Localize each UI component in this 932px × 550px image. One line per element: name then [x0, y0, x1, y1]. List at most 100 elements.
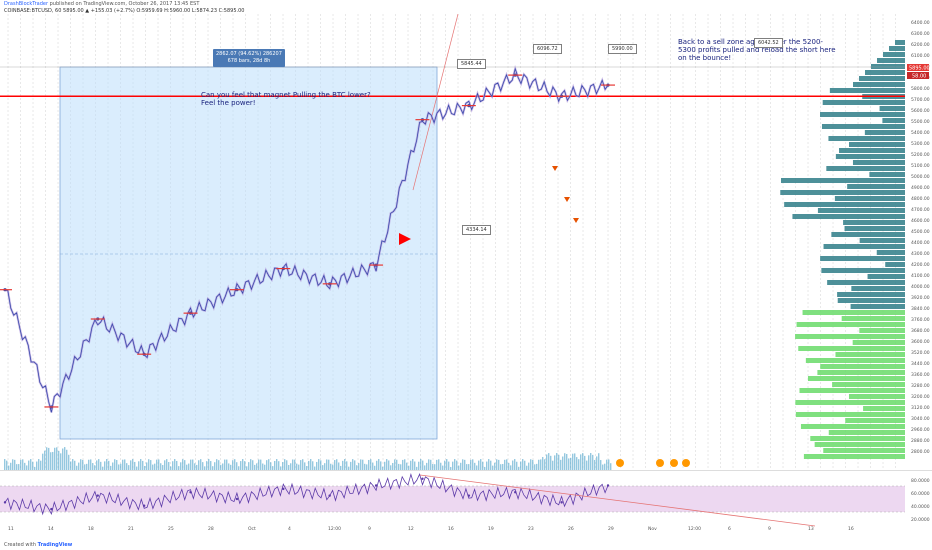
current-price-badge-2	[907, 72, 929, 79]
rsi-point	[606, 484, 610, 487]
price-tick-label: 3200.00	[911, 394, 930, 400]
volume-bar	[560, 459, 562, 470]
volume-bar	[22, 459, 24, 470]
volume-profile-bar	[895, 40, 905, 45]
volume-bar	[152, 464, 154, 470]
volume-bar	[250, 459, 252, 470]
volume-bar	[198, 460, 200, 470]
volume-profile-bar	[822, 100, 905, 105]
volume-profile-bar	[851, 286, 905, 291]
volume-bar	[18, 464, 20, 470]
price-chart[interactable]: 6400.006300.006200.006100.006000.005900.…	[0, 14, 932, 470]
volume-bar	[310, 459, 312, 470]
rsi-point	[235, 497, 239, 501]
volume-bar	[90, 459, 92, 470]
measure-box	[59, 66, 438, 440]
volume-bar	[440, 462, 442, 470]
volume-bar	[404, 459, 406, 470]
volume-bar	[252, 460, 254, 470]
volume-bar	[228, 463, 230, 470]
volume-bar	[138, 461, 140, 470]
volume-bar	[392, 462, 394, 470]
sell-zone-annotation[interactable]: Back to a sell zone again. After the 520…	[678, 38, 836, 62]
volume-bar	[420, 459, 422, 470]
volume-profile-bar	[781, 178, 905, 183]
rsi-chart[interactable]: 80.0000 60.0000 40.0000 20.0000 11 14 18 21 25 28…	[0, 470, 932, 532]
rsi-point	[142, 504, 146, 507]
volume-bar	[122, 459, 124, 470]
magnet-annotation[interactable]: Can you feel that magnet Pulling the BTC…	[201, 91, 371, 107]
tradingview-logo[interactable]: TradingView	[37, 542, 73, 548]
volume-profile-bar	[885, 262, 905, 267]
volume-bar	[494, 462, 496, 470]
volume-bar	[594, 459, 596, 470]
volume-profile-bar	[796, 322, 905, 327]
volume-bar	[230, 464, 232, 470]
volume-bar	[150, 460, 152, 470]
volume-bar	[434, 464, 436, 470]
volume-bar	[508, 462, 510, 470]
volume-bar	[416, 466, 418, 470]
volume-bar	[294, 459, 296, 470]
rsi-tick-label: 60.0000	[911, 491, 930, 497]
volume-bar	[284, 459, 286, 470]
volume-bar	[96, 460, 98, 470]
price-tick-label: 6400.00	[911, 20, 930, 26]
volume-bar	[200, 459, 202, 470]
volume-profile-bar	[849, 142, 905, 147]
volume-bar	[584, 455, 586, 470]
current-price-badge	[907, 64, 929, 71]
volume-profile-bar	[820, 364, 905, 369]
price-tick-label: 3760.00	[911, 317, 930, 323]
volume-bar	[520, 461, 522, 470]
price-tick-label: 5600.00	[911, 108, 930, 114]
volume-bar	[600, 460, 602, 470]
volume-bar	[360, 459, 362, 470]
volume-bar	[468, 464, 470, 470]
price-tick-label: 2960.00	[911, 427, 930, 433]
volume-bar	[70, 461, 72, 470]
volume-bar	[438, 459, 440, 470]
volume-bar	[36, 461, 38, 470]
volume-bar	[388, 460, 390, 470]
volume-bar	[246, 466, 248, 470]
volume-bar	[64, 447, 66, 470]
volume-bar	[136, 466, 138, 470]
price-callout-3: 5990.00	[608, 44, 637, 54]
volume-profile-bar	[844, 226, 905, 231]
volume-bar	[510, 465, 512, 470]
volume-profile-bar	[859, 328, 905, 333]
volume-bar	[302, 459, 304, 470]
volume-bar	[444, 460, 446, 470]
author-name[interactable]: DrashBlockTrader	[4, 1, 49, 7]
trend-line	[412, 14, 459, 191]
volume-profile-bar	[864, 130, 905, 135]
volume-bar	[338, 462, 340, 470]
price-tick-label: 4900.00	[911, 185, 930, 191]
volume-profile-bar	[871, 64, 905, 69]
price-tick-label: 2880.00	[911, 438, 930, 444]
volume-bar	[410, 460, 412, 470]
volume-bar	[532, 459, 534, 470]
volume-profile-bar	[889, 46, 905, 51]
volume-bar	[232, 460, 234, 470]
price-tick-label: 4100.00	[911, 273, 930, 279]
price-tick-label: 3520.00	[911, 350, 930, 356]
volume-bar	[14, 459, 16, 470]
price-tick-label: 5000.00	[911, 174, 930, 180]
volume-bar	[296, 463, 298, 470]
volume-bar	[24, 462, 26, 470]
volume-bar	[62, 448, 64, 470]
volume-bar	[358, 463, 360, 470]
volume-bar	[564, 453, 566, 470]
volume-bar	[304, 462, 306, 470]
price-tick-label: 3360.00	[911, 372, 930, 378]
volume-bar	[258, 459, 260, 470]
price-tick-label: 5800.00	[911, 86, 930, 92]
volume-bar	[104, 461, 106, 470]
volume-bar	[192, 459, 194, 470]
volume-bar	[466, 464, 468, 470]
volume-bar	[52, 451, 54, 470]
volume-bar	[226, 459, 228, 470]
price-tick-label: 4300.00	[911, 251, 930, 257]
